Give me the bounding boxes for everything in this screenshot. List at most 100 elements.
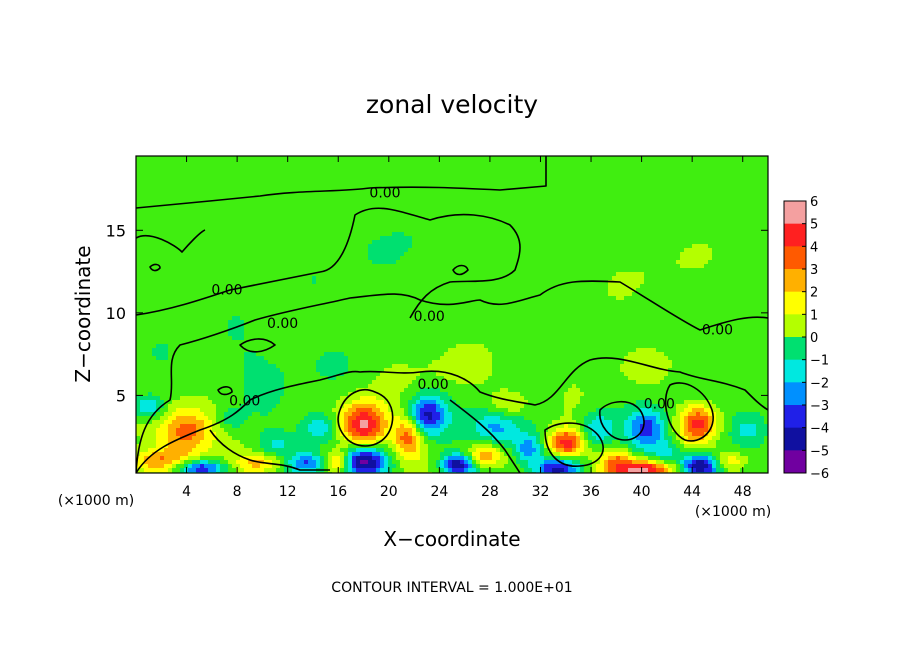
heat-cell [280, 272, 285, 277]
heat-cell [680, 264, 685, 269]
heat-cell [532, 196, 537, 201]
heat-cell [444, 216, 449, 221]
heat-cell [320, 160, 325, 165]
heat-cell [428, 212, 433, 217]
heat-cell [316, 156, 321, 161]
heat-cell [668, 216, 673, 221]
heat-cell [152, 212, 157, 217]
heat-cell [484, 224, 489, 229]
heat-cell [616, 244, 621, 249]
heat-cell [216, 220, 221, 225]
heat-cell [532, 232, 537, 237]
heat-cell [308, 232, 313, 237]
heat-cell [664, 184, 669, 189]
heat-cell [464, 280, 469, 285]
heat-cell [324, 160, 329, 165]
heat-cell [284, 192, 289, 197]
heat-cell [412, 276, 417, 281]
heat-cell [328, 212, 333, 217]
heat-cell [572, 160, 577, 165]
heat-cell [364, 196, 369, 201]
heat-cell [240, 244, 245, 249]
heat-cell [740, 160, 745, 165]
heat-cell [656, 208, 661, 213]
heat-cell [488, 180, 493, 185]
heat-cell [488, 228, 493, 233]
heat-cell [156, 228, 161, 233]
heat-cell [356, 168, 361, 173]
heat-cell [292, 188, 297, 193]
heat-cell [328, 216, 333, 221]
heat-cell [620, 268, 625, 273]
heat-cell [472, 240, 477, 245]
heat-cell [428, 168, 433, 173]
heat-cell [404, 248, 409, 253]
heat-cell [540, 268, 545, 273]
heat-cell [656, 212, 661, 217]
heat-cell [544, 260, 549, 265]
heat-cell [180, 256, 185, 261]
heat-cell [196, 260, 201, 265]
heat-cell [596, 232, 601, 237]
heat-cell [588, 164, 593, 169]
heat-cell [728, 240, 733, 245]
heat-cell [228, 216, 233, 221]
heat-cell [520, 208, 525, 213]
heat-cell [264, 192, 269, 197]
heat-cell [448, 224, 453, 229]
heat-cell [580, 164, 585, 169]
heat-cell [748, 228, 753, 233]
heat-cell [628, 256, 633, 261]
heat-cell [612, 276, 617, 281]
heat-cell [368, 256, 373, 261]
heat-cell [464, 252, 469, 257]
heat-cell [336, 184, 341, 189]
heat-cell [244, 212, 249, 217]
heat-cell [184, 168, 189, 173]
heat-cell [528, 196, 533, 201]
heat-cell [724, 212, 729, 217]
heat-cell [480, 180, 485, 185]
heat-cell [240, 160, 245, 165]
heat-cell [688, 244, 693, 249]
heat-cell [648, 244, 653, 249]
heat-cell [380, 172, 385, 177]
heat-cell [464, 208, 469, 213]
heat-cell [692, 196, 697, 201]
heat-cell [148, 256, 153, 261]
heat-cell [152, 264, 157, 269]
heat-cell [444, 224, 449, 229]
heat-cell [196, 216, 201, 221]
heat-cell [180, 156, 185, 161]
heat-cell [488, 256, 493, 261]
heat-cell [364, 172, 369, 177]
heat-cell [476, 256, 481, 261]
heat-cell [356, 188, 361, 193]
heat-cell [168, 272, 173, 277]
heat-cell [676, 240, 681, 245]
heat-cell [240, 172, 245, 177]
heat-cell [296, 268, 301, 273]
heat-cell [360, 184, 365, 189]
heat-cell [536, 196, 541, 201]
heat-cell [480, 256, 485, 261]
heat-cell [412, 248, 417, 253]
heat-cell [356, 204, 361, 209]
heat-cell [360, 264, 365, 269]
heat-cell [676, 232, 681, 237]
heat-cell [632, 192, 637, 197]
heat-cell [160, 268, 165, 273]
heat-cell [764, 272, 768, 277]
heat-cell [516, 168, 521, 173]
heat-cell [664, 248, 669, 253]
heat-cell [392, 276, 397, 281]
heat-cell [268, 236, 273, 241]
heat-cell [668, 200, 673, 205]
heat-cell [424, 164, 429, 169]
heat-cell [660, 260, 665, 265]
heat-cell [616, 156, 621, 161]
heat-cell [268, 220, 273, 225]
heat-cell [336, 260, 341, 265]
heat-cell [328, 240, 333, 245]
heat-cell [580, 156, 585, 161]
